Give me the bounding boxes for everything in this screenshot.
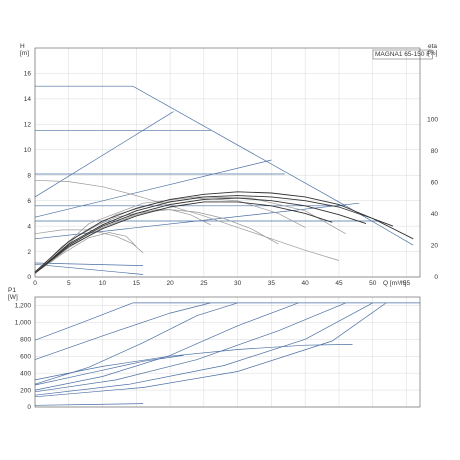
head-curve-19	[34, 197, 367, 274]
x-tick-label: 30	[234, 280, 242, 287]
head-curve-7	[34, 159, 272, 218]
power-tick-label: 200	[20, 387, 31, 394]
power-tick-label: 800	[20, 337, 31, 344]
head-tick-label: 8	[27, 172, 31, 179]
head-tick-label: 4	[27, 223, 31, 230]
power-curve-6	[34, 302, 373, 396]
power-curve-5	[34, 302, 346, 393]
power-tick-label: 400	[20, 370, 31, 377]
head-tick-label: 6	[27, 198, 31, 205]
head-curve-14	[34, 232, 137, 274]
power-axis-label: P1 [W]	[8, 287, 18, 301]
power-curve-2	[34, 302, 211, 360]
head-axis-label: H [m]	[20, 43, 29, 57]
x-tick-label: 40	[302, 280, 310, 287]
efficiency-tick-label: 60	[431, 179, 439, 186]
head-curve-6	[34, 111, 174, 198]
x-tick-label: 20	[166, 280, 174, 287]
power-curve-9	[34, 355, 184, 386]
x-tick-label: 25	[200, 280, 208, 287]
head-curve-9	[34, 263, 144, 275]
efficiency-tick-label: 100	[427, 116, 438, 123]
head-plot-frame	[34, 47, 421, 278]
efficiency-tick-label: 20	[431, 243, 439, 250]
head-tick-label: 16	[24, 71, 32, 78]
x-tick-label: 10	[99, 280, 107, 287]
efficiency-tick-label: 40	[431, 211, 439, 218]
head-curve-20	[34, 201, 333, 274]
power-series	[34, 302, 420, 406]
power-plot-frame	[34, 296, 421, 408]
power-tick-label: 1,200	[15, 303, 32, 310]
head-tick-label: 12	[24, 122, 32, 129]
head-curve-5	[34, 262, 144, 266]
efficiency-axis-label: eta [%]	[428, 43, 438, 57]
x-tick-label: 55	[403, 280, 411, 287]
x-tick-label: 50	[369, 280, 377, 287]
head-tick-label: 10	[24, 147, 32, 154]
head-tick-label: 2	[27, 249, 31, 256]
x-tick-label: 5	[67, 280, 71, 287]
head-curve-17	[34, 191, 414, 273]
power-grid	[34, 297, 420, 408]
efficiency-tick-label: 80	[431, 148, 439, 155]
head-grid	[34, 48, 420, 278]
power-tick-label: 0	[27, 404, 31, 411]
power-curve-8	[34, 344, 353, 381]
head-curve-15	[34, 209, 211, 274]
head-curve-13	[34, 196, 346, 273]
tick-labels: 0 5 10 15 20 25 30 35 40 45 50 55 0 2 4 6 8 10 12 14 16 0 20 40…	[15, 49, 439, 411]
power-curve-4	[34, 302, 299, 391]
head-tick-label: 14	[24, 96, 32, 103]
head-curve-10	[34, 179, 340, 261]
x-tick-label: 0	[33, 280, 37, 287]
power-tick-label: 1,000	[15, 320, 32, 327]
chart-title: MAGNA1 65-150 F	[375, 51, 430, 58]
x-tick-label: 45	[335, 280, 343, 287]
power-curve-7	[34, 302, 387, 398]
efficiency-tick-label: 0	[434, 274, 438, 281]
head-curve-18	[34, 195, 394, 274]
power-curve-1	[34, 302, 134, 341]
power-curve-10	[34, 403, 144, 406]
head-curve-0	[35, 85, 414, 246]
flow-axis-label: Q [m³/h]	[383, 280, 407, 287]
power-tick-label: 600	[20, 353, 31, 360]
x-tick-label: 35	[268, 280, 276, 287]
head-curve-11	[34, 229, 144, 254]
x-tick-label: 15	[133, 280, 141, 287]
chart-title-box	[372, 49, 433, 60]
head-tick-label: 0	[27, 274, 31, 281]
head-series	[34, 85, 414, 275]
